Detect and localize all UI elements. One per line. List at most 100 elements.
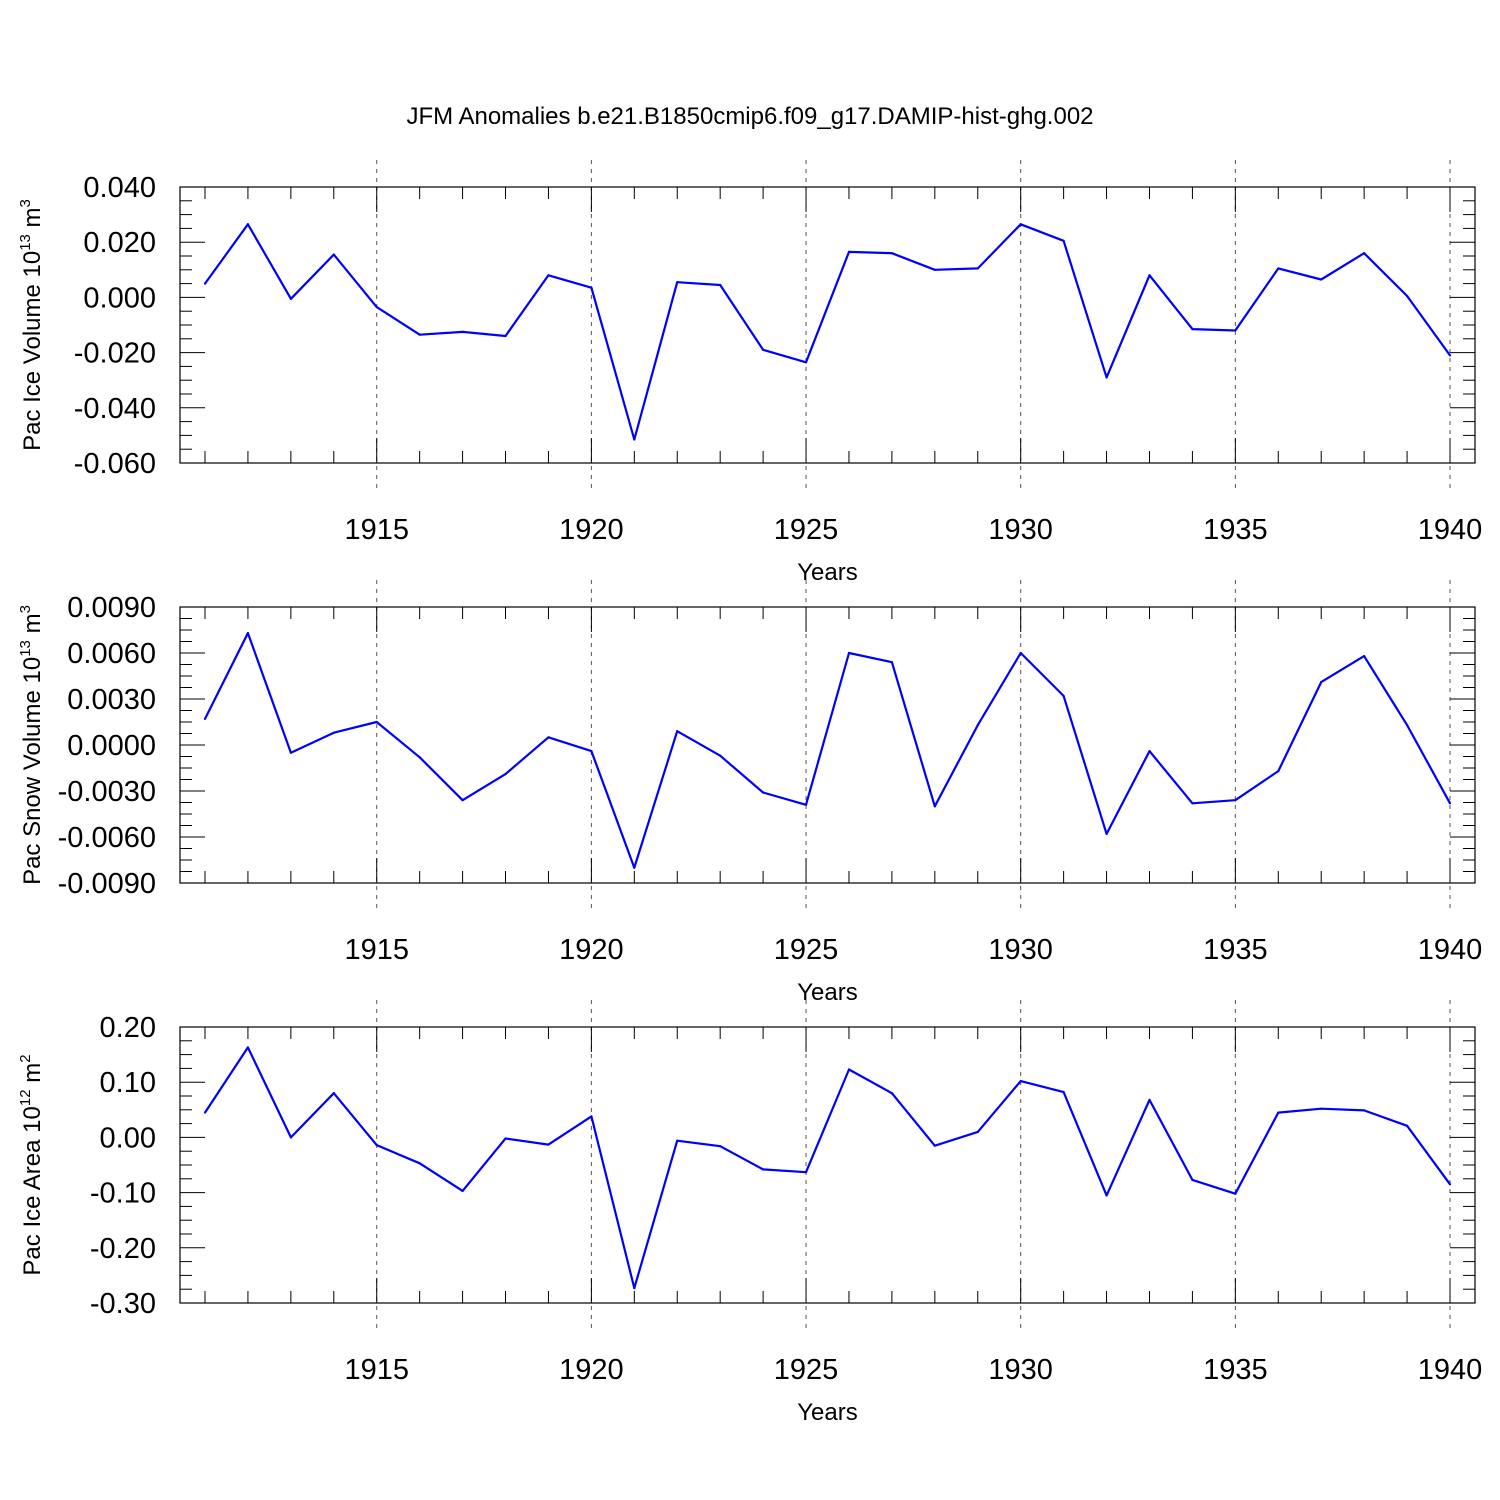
data-point: [1448, 354, 1452, 357]
data-point: [418, 333, 421, 336]
y-tick-label: 0.10: [100, 1067, 156, 1099]
data-point: [1062, 1091, 1065, 1094]
y-tick-label: -0.0030: [58, 776, 156, 808]
data-point: [804, 1171, 808, 1174]
data-point: [547, 736, 550, 739]
data-point: [504, 773, 507, 776]
data-point: [289, 751, 292, 754]
data-point: [633, 438, 636, 441]
data-point: [633, 1286, 636, 1290]
x-tick-label: 1930: [988, 1354, 1053, 1386]
y-tick-label: 0.00: [100, 1122, 156, 1154]
data-point: [847, 651, 851, 655]
x-axis-title: Years: [797, 559, 858, 586]
data-point: [719, 754, 722, 757]
x-tick-label: 1940: [1418, 1354, 1483, 1386]
data-point: [418, 1162, 421, 1165]
y-axis-title: Pac Ice Volume 1013 m3: [17, 199, 46, 451]
y-tick-label: 0.0060: [67, 638, 156, 670]
data-point: [1148, 750, 1151, 753]
data-point: [590, 750, 593, 753]
x-tick-label: 1930: [988, 514, 1053, 546]
y-axis-title: Pac Ice Area 1012 m2: [17, 1054, 46, 1275]
data-point: [719, 1145, 722, 1148]
series-line-ice-area: [204, 1046, 1451, 1290]
data-point: [719, 283, 722, 287]
data-point: [762, 348, 765, 351]
data-point: [762, 1168, 765, 1171]
data-point: [847, 250, 851, 253]
data-point: [418, 756, 421, 759]
x-tick-label: 1915: [344, 514, 409, 546]
data-point: [676, 730, 679, 733]
data-point: [246, 631, 250, 635]
data-point: [504, 334, 507, 338]
data-point: [933, 1144, 936, 1147]
plot-frame: [179, 1026, 1476, 1304]
data-point: [1191, 1178, 1194, 1182]
y-tick-label: -0.20: [90, 1233, 156, 1265]
data-point: [1405, 723, 1409, 727]
data-point: [1320, 1107, 1323, 1110]
data-point: [547, 274, 550, 277]
data-point: [246, 223, 250, 226]
y-tick-label: -0.0090: [58, 868, 156, 900]
data-point: [375, 1144, 378, 1147]
data-point: [676, 1139, 679, 1142]
panel-ice-area: 0.20 0.10 0.00 -0.10 -0.20 -0.30 1915 1920 1925 1…: [17, 1000, 1482, 1426]
data-point: [289, 1136, 292, 1139]
data-point: [375, 720, 378, 724]
data-point: [246, 1046, 250, 1049]
series-line-snow-volume: [204, 631, 1451, 869]
data-point: [1448, 1183, 1452, 1186]
x-tick-label: 1935: [1203, 934, 1268, 966]
data-point: [1062, 239, 1065, 242]
y-tick-label: 0.0000: [67, 730, 156, 762]
y-tick-label: 0.0090: [67, 592, 156, 624]
data-point: [890, 252, 893, 255]
data-point: [461, 330, 464, 333]
x-tick-label: 1940: [1418, 514, 1483, 546]
data-point: [933, 805, 936, 808]
y-axis-title: Pac Snow Volume 1013 m3: [17, 605, 46, 885]
data-point: [203, 717, 207, 721]
x-axis-title: Years: [797, 979, 858, 1006]
data-point: [1405, 1124, 1409, 1127]
data-point: [203, 1111, 207, 1114]
data-point: [847, 1068, 851, 1071]
y-tick-label: 0.020: [83, 227, 156, 259]
data-point: [289, 297, 292, 300]
panel-ice-volume: 0.040 0.020 0.000 -0.020 -0.040 -0.060 1915 192…: [17, 160, 1482, 586]
data-point: [976, 723, 979, 727]
panel-snow-volume: 0.0090 0.0060 0.0030 0.0000 -0.0030 -0.0060 -0…: [17, 580, 1482, 1006]
data-point: [1448, 802, 1452, 805]
data-point: [1277, 769, 1280, 773]
data-point: [1277, 267, 1280, 270]
x-tick-label: 1915: [344, 1354, 409, 1386]
data-point: [332, 253, 335, 256]
data-point: [976, 1130, 979, 1133]
y-tick-label: 0.20: [100, 1012, 156, 1044]
data-point: [1019, 1079, 1022, 1083]
y-tick-label: -0.060: [74, 448, 156, 480]
plot-frame: [179, 606, 1476, 884]
x-tick-label: 1935: [1203, 514, 1268, 546]
plot-frame: [179, 186, 1476, 464]
data-point: [1105, 376, 1108, 379]
x-axis-title: Years: [797, 1399, 858, 1426]
data-point: [1363, 654, 1366, 658]
data-point: [804, 803, 808, 806]
data-point: [1234, 799, 1237, 802]
data-point: [890, 1092, 893, 1095]
data-point: [1234, 1192, 1237, 1195]
x-tick-label: 1930: [988, 934, 1053, 966]
data-point: [804, 361, 808, 364]
data-point: [1105, 1194, 1108, 1197]
data-point: [762, 791, 765, 794]
data-point: [1363, 1109, 1366, 1112]
data-point: [1191, 328, 1194, 331]
x-tick-label: 1920: [559, 514, 624, 546]
data-point: [332, 1092, 335, 1095]
y-tick-label: 0.000: [83, 282, 156, 314]
data-point: [504, 1137, 507, 1140]
